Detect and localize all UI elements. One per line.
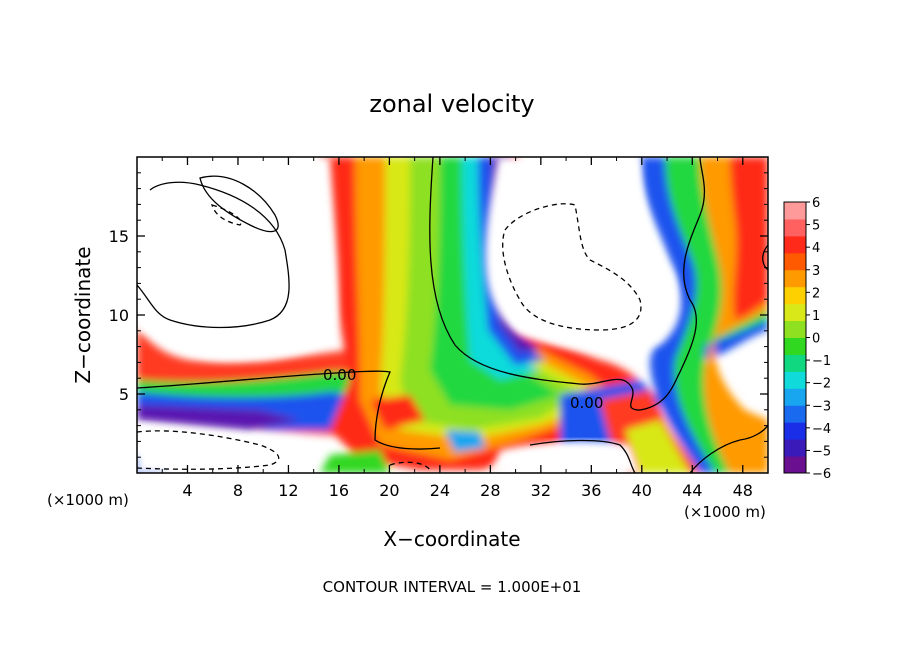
x-tick-label: 8 [233, 481, 243, 500]
colorbar-tick-label: −1 [812, 354, 831, 369]
x-axis-ticks: 4 8 12 16 20 24 28 32 36 40 44 48 [161, 157, 753, 500]
colorbar-swatch [784, 439, 806, 457]
colorbar-tick-label: 0 [812, 332, 820, 347]
x-tick-label: 20 [379, 481, 399, 500]
contour-label-2: 0.00 [570, 394, 603, 412]
colorbar-swatch [784, 218, 806, 237]
colorbar-tick-label: 2 [812, 286, 820, 301]
colorbar-tick-label: −4 [812, 422, 831, 437]
x-tick-label: 16 [329, 481, 349, 500]
colorbar-tick-label: 1 [812, 309, 820, 324]
x-axis-label: X−coordinate [383, 527, 520, 551]
y-tick-label: 15 [109, 227, 129, 246]
colorbar-swatch [784, 371, 806, 389]
colorbar-swatch [784, 303, 806, 322]
heatmap-field [137, 157, 768, 473]
colorbar-tick-label: 3 [812, 264, 820, 279]
x-unit-label: (×1000 m) [684, 503, 766, 521]
contour-label-1: 0.00 [323, 366, 356, 384]
colorbar-swatch [784, 422, 806, 440]
x-tick-label: 36 [581, 481, 601, 500]
colorbar-swatch [784, 405, 806, 423]
colorbar-swatch [784, 202, 806, 220]
colorbar-swatch [784, 388, 806, 406]
colorbar-swatch [784, 252, 806, 271]
contour-interval-note: CONTOUR INTERVAL = 1.000E+01 [323, 578, 582, 596]
colorbar-tick-label: 6 [812, 196, 820, 211]
y-axis-ticks: 5 10 15 [109, 172, 768, 458]
colorbar-swatch [784, 286, 806, 305]
x-tick-label: 40 [632, 481, 652, 500]
colorbar-tick-label: 5 [812, 219, 820, 234]
y-tick-label: 10 [109, 306, 129, 325]
colorbar-tick-label: −5 [812, 444, 831, 459]
x-tick-label: 12 [278, 481, 298, 500]
x-tick-label: 48 [733, 481, 753, 500]
colorbar-tick-label: −6 [812, 467, 831, 482]
colorbar-swatch [784, 456, 806, 474]
y-tick-label: 5 [119, 385, 129, 404]
x-tick-label: 4 [182, 481, 192, 500]
colorbar-swatch [784, 320, 806, 338]
colorbar-tick-label: −3 [812, 399, 831, 414]
y-axis-label: Z−coordinate [71, 246, 95, 383]
y-unit-label: (×1000 m) [47, 491, 129, 509]
colorbar-swatch [784, 269, 806, 288]
chart-title: zonal velocity [369, 90, 534, 118]
x-tick-label: 24 [430, 481, 450, 500]
x-tick-label: 32 [531, 481, 551, 500]
colorbar-swatch [784, 337, 806, 355]
colorbar-swatch [784, 235, 806, 254]
colorbar-tick-label: −2 [812, 377, 831, 392]
x-tick-label: 28 [480, 481, 500, 500]
contour-labels: 0.00 0.00 [323, 366, 603, 412]
colorbar-tick-label: 4 [812, 241, 820, 256]
x-tick-label: 44 [682, 481, 702, 500]
contour-lines [137, 157, 768, 473]
colorbar-swatch [784, 354, 806, 372]
colorbar: 6 5 4 3 2 1 0 −1 −2 −3 −4 −5 −6 [783, 196, 831, 482]
